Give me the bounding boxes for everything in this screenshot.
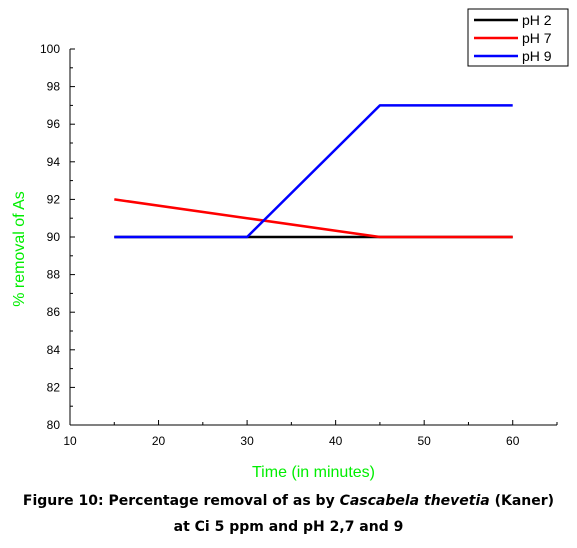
caption-suffix: (Kaner): [489, 493, 555, 509]
series-line-ph-9: [114, 104, 513, 239]
x-tick-label: 30: [240, 434, 254, 448]
legend-label: pH 2: [522, 12, 552, 28]
y-tick-label: 94: [47, 155, 61, 169]
series-line-ph-7: [114, 198, 513, 239]
y-axis-label: % removal of As: [11, 191, 28, 307]
y-tick-label: 86: [47, 305, 61, 319]
figure-caption: Figure 10: Percentage removal of as by C…: [0, 488, 577, 540]
y-tick-label: 100: [40, 42, 60, 56]
y-tick-label: 80: [47, 418, 61, 432]
legend-label: pH 9: [522, 48, 552, 64]
caption-line-2: at Ci 5 ppm and pH 2,7 and 9: [173, 519, 404, 535]
x-tick-label: 10: [63, 434, 77, 448]
legend: pH 2 pH 7 pH 9: [467, 8, 569, 67]
y-tick-label: 88: [47, 268, 61, 282]
x-tick-label: 20: [152, 434, 166, 448]
axes: 80 82 84 86 88 90 92 94 96 98 100 10 20 30 40 50 60: [40, 42, 558, 448]
caption-line-1: Figure 10: Percentage removal of as by C…: [0, 488, 577, 514]
x-tick-label: 40: [329, 434, 343, 448]
legend-label: pH 7: [522, 30, 552, 46]
y-tick-label: 96: [47, 117, 61, 131]
caption-species-name: Cascabela thevetia: [339, 493, 490, 509]
y-tick-label: 84: [47, 343, 61, 357]
y-tick-label: 98: [47, 80, 61, 94]
y-tick-label: 90: [47, 230, 61, 244]
x-axis-label: Time (in minutes): [252, 464, 375, 481]
series-lines: [114, 104, 513, 239]
y-tick-label: 92: [47, 192, 61, 206]
line-chart: 80 82 84 86 88 90 92 94 96 98 100 10 20 30 40 50 60 pH 2…: [11, 8, 569, 481]
x-tick-label: 50: [418, 434, 432, 448]
x-tick-label: 60: [506, 434, 520, 448]
y-tick-label: 82: [47, 380, 61, 394]
caption-prefix: Figure 10: Percentage removal of as by: [22, 493, 340, 509]
